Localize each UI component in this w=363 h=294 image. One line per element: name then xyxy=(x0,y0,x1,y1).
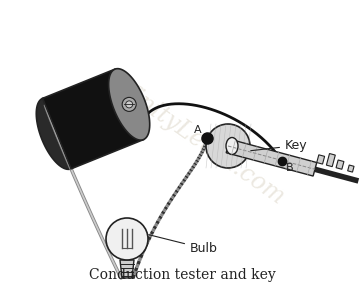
Polygon shape xyxy=(348,165,354,172)
Ellipse shape xyxy=(226,138,238,155)
Text: infinityLearn.com: infinityLearn.com xyxy=(101,69,289,209)
Circle shape xyxy=(206,124,250,168)
Polygon shape xyxy=(317,155,325,164)
Text: Bulb: Bulb xyxy=(149,235,218,255)
Text: Conduction tester and key: Conduction tester and key xyxy=(89,268,276,282)
Polygon shape xyxy=(120,260,134,278)
Polygon shape xyxy=(336,160,344,169)
Polygon shape xyxy=(42,69,143,169)
Polygon shape xyxy=(226,139,317,176)
Polygon shape xyxy=(326,153,335,167)
Polygon shape xyxy=(36,98,77,169)
Text: A: A xyxy=(194,126,202,136)
Circle shape xyxy=(122,97,136,111)
Text: B: B xyxy=(286,163,294,173)
Polygon shape xyxy=(109,69,150,140)
Circle shape xyxy=(126,101,132,108)
Circle shape xyxy=(106,218,148,260)
Text: Key: Key xyxy=(251,139,307,152)
